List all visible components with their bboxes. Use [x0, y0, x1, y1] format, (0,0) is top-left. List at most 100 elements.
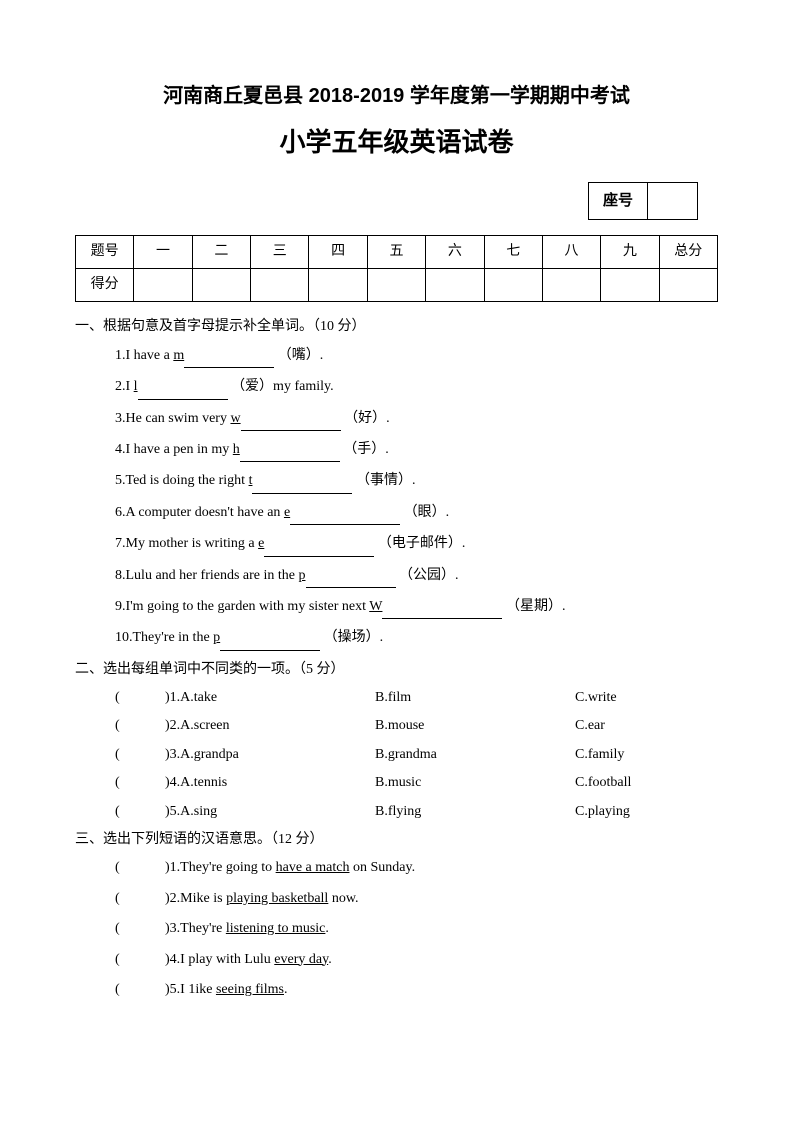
- phrase-pre: They're going to: [180, 860, 275, 875]
- hint-letter: p: [213, 630, 220, 645]
- section-2-body: ()1.A.takeB.filmC.write()2.A.screenB.mou…: [75, 687, 718, 823]
- question-line: 1.I have a m （嘴）.: [75, 345, 718, 368]
- question-line: 9.I'm going to the garden with my sister…: [75, 596, 718, 619]
- option-a: )3.A.grandpa: [165, 744, 375, 766]
- score-header-cell: 总分: [659, 235, 717, 268]
- choice-row: ()1.A.takeB.filmC.write: [75, 687, 718, 709]
- phrase-line: ()4.I play with Lulu every day.: [75, 949, 718, 971]
- question-posttext: （嘴）.: [274, 348, 323, 363]
- phrase-line: ()5.I 1ike seeing films.: [75, 979, 718, 1001]
- seat-label: 座号: [588, 182, 647, 219]
- score-cell: [659, 268, 717, 301]
- section-3-heading: 三、选出下列短语的汉语意思。（12 分）: [75, 829, 718, 851]
- score-cell: [309, 268, 367, 301]
- question-pretext: 8.Lulu and her friends are in the: [115, 568, 299, 583]
- question-posttext: （眼）.: [400, 505, 449, 520]
- phrase-pre: Mike is: [180, 891, 226, 906]
- score-header-cell: 六: [426, 235, 484, 268]
- question-pretext: 3.He can swim very: [115, 411, 230, 426]
- blank-underline: [382, 596, 502, 619]
- score-header-cell: 二: [192, 235, 250, 268]
- score-header-cell: 题号: [76, 235, 134, 268]
- option-c: C.ear: [575, 715, 718, 737]
- score-table: 题号 一 二 三 四 五 六 七 八 九 总分 得分: [75, 235, 718, 303]
- phrase-num: )4.: [165, 952, 180, 967]
- option-b: B.film: [375, 687, 575, 709]
- hint-letter: h: [233, 442, 240, 457]
- section-2-heading: 二、选出每组单词中不同类的一项。（5 分）: [75, 659, 718, 681]
- answer-paren: (: [115, 715, 165, 737]
- choice-row: ()3.A.grandpaB.grandmaC.family: [75, 744, 718, 766]
- phrase-pre: I play with Lulu: [180, 952, 274, 967]
- blank-underline: [306, 565, 396, 588]
- score-header-cell: 一: [134, 235, 192, 268]
- phrase-underlined: have a match: [276, 860, 350, 875]
- question-pretext: 9.I'm going to the garden with my sister…: [115, 599, 369, 614]
- score-cell: [542, 268, 600, 301]
- score-cell: [426, 268, 484, 301]
- score-value-row: 得分: [76, 268, 718, 301]
- answer-paren: (: [115, 687, 165, 709]
- question-line: 10.They're in the p （操场）.: [75, 627, 718, 650]
- phrase-pre: I 1ike: [180, 982, 216, 997]
- score-cell: [367, 268, 425, 301]
- question-pretext: 4.I have a pen in my: [115, 442, 233, 457]
- option-a: )2.A.screen: [165, 715, 375, 737]
- option-b: B.flying: [375, 801, 575, 823]
- phrase-post: now.: [328, 891, 358, 906]
- section-1-body: 1.I have a m （嘴）.2.I l （爱）my family.3.He…: [75, 345, 718, 651]
- phrase-underlined: every day: [274, 952, 328, 967]
- question-posttext: （电子邮件）.: [374, 536, 465, 551]
- phrase-num: )1.: [165, 860, 180, 875]
- score-cell: [251, 268, 309, 301]
- answer-paren: (: [115, 772, 165, 794]
- phrase-line: ()2.Mike is playing basketball now.: [75, 888, 718, 910]
- section-3-body: ()1.They're going to have a match on Sun…: [75, 857, 718, 1001]
- phrase-line: ()3.They're listening to music.: [75, 918, 718, 940]
- seat-value: [648, 182, 698, 219]
- section-1-heading: 一、根据句意及首字母提示补全单词。（10 分）: [75, 316, 718, 338]
- phrase-num: )3.: [165, 921, 180, 936]
- option-a: )4.A.tennis: [165, 772, 375, 794]
- phrase-content: )3.They're listening to music.: [165, 918, 329, 940]
- option-a: )5.A.sing: [165, 801, 375, 823]
- score-header-cell: 七: [484, 235, 542, 268]
- phrase-post: .: [284, 982, 288, 997]
- phrase-underlined: seeing films: [216, 982, 284, 997]
- question-posttext: （操场）.: [320, 630, 383, 645]
- question-line: 4.I have a pen in my h （手）.: [75, 439, 718, 462]
- title-line-2: 小学五年级英语试卷: [75, 122, 718, 164]
- option-c: C.family: [575, 744, 718, 766]
- option-c: C.write: [575, 687, 718, 709]
- blank-underline: [290, 502, 400, 525]
- blank-underline: [241, 408, 341, 431]
- score-cell: [484, 268, 542, 301]
- title-line-1: 河南商丘夏邑县 2018-2019 学年度第一学期期中考试: [75, 80, 718, 112]
- option-b: B.mouse: [375, 715, 575, 737]
- option-c: C.playing: [575, 801, 718, 823]
- question-pretext: 7.My mother is writing a: [115, 536, 258, 551]
- phrase-content: )1.They're going to have a match on Sund…: [165, 857, 415, 879]
- answer-paren: (: [115, 857, 165, 879]
- question-posttext: （星期）.: [502, 599, 565, 614]
- question-posttext: （公园）.: [396, 568, 459, 583]
- question-posttext: （好）.: [341, 411, 390, 426]
- blank-underline: [220, 627, 320, 650]
- phrase-content: )5.I 1ike seeing films.: [165, 979, 287, 1001]
- question-line: 6.A computer doesn't have an e （眼）.: [75, 502, 718, 525]
- option-c: C.football: [575, 772, 718, 794]
- answer-paren: (: [115, 744, 165, 766]
- question-line: 3.He can swim very w （好）.: [75, 408, 718, 431]
- answer-paren: (: [115, 888, 165, 910]
- blank-underline: [252, 470, 352, 493]
- blank-underline: [240, 439, 340, 462]
- answer-paren: (: [115, 979, 165, 1001]
- phrase-post: on Sunday.: [349, 860, 415, 875]
- question-posttext: （事情）.: [352, 473, 415, 488]
- phrase-num: )2.: [165, 891, 180, 906]
- phrase-pre: They're: [180, 921, 226, 936]
- hint-letter: p: [299, 568, 306, 583]
- choice-row: ()2.A.screenB.mouseC.ear: [75, 715, 718, 737]
- score-cell: [134, 268, 192, 301]
- score-header-row: 题号 一 二 三 四 五 六 七 八 九 总分: [76, 235, 718, 268]
